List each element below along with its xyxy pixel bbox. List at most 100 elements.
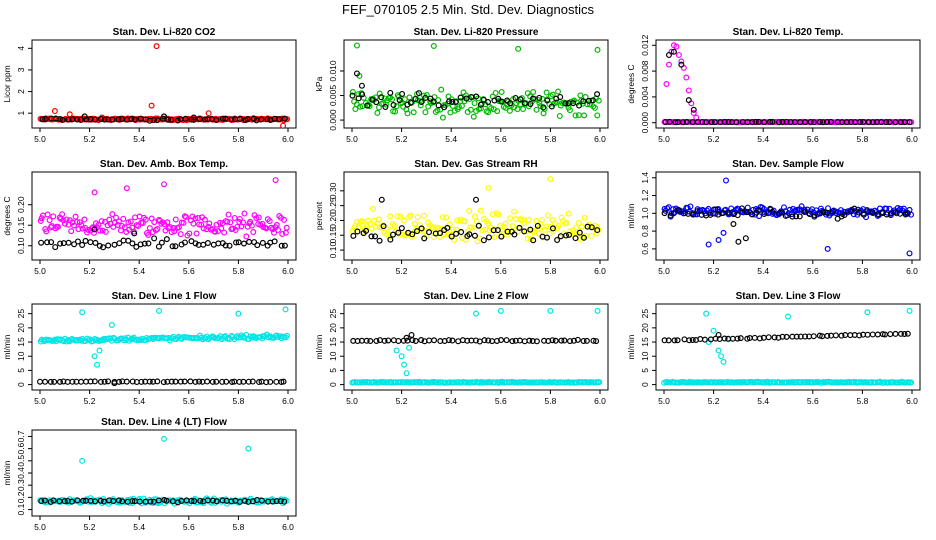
x-tick-label: 5.4	[757, 266, 769, 276]
data-point	[661, 210, 668, 217]
data-point	[722, 177, 729, 184]
data-point	[864, 309, 871, 316]
data-point	[228, 498, 235, 505]
y-tick-label: 0.8	[640, 225, 650, 237]
data-point	[71, 241, 78, 248]
series-1	[349, 42, 602, 121]
data-point	[375, 216, 382, 223]
panel-5: Stan. Dev. Gas Stream RH percent 5.0 5.2 5.4…	[314, 159, 609, 276]
data-point	[259, 220, 266, 227]
data-point	[396, 97, 403, 104]
data-point	[79, 309, 86, 316]
series-2	[39, 113, 288, 124]
data-point	[530, 88, 537, 95]
data-point	[221, 229, 228, 236]
x-tick-label: 6.0	[282, 266, 294, 276]
data-point	[95, 221, 102, 228]
data-point	[57, 240, 64, 247]
data-point	[466, 208, 473, 215]
data-point	[174, 335, 181, 342]
data-point	[226, 242, 233, 249]
markers	[349, 175, 602, 245]
data-point	[690, 211, 697, 218]
data-point	[222, 242, 229, 249]
markers	[37, 306, 290, 387]
panel-3: Stan. Dev. Li-820 Temp. degrees C 5.0 5.2 5.…	[626, 27, 921, 144]
data-point	[229, 225, 236, 232]
y-tick-label: 0	[16, 382, 26, 387]
data-point	[580, 98, 587, 105]
y-tick-label: 0	[640, 382, 650, 387]
data-point	[887, 331, 894, 338]
data-point	[497, 307, 504, 314]
data-point	[738, 205, 745, 212]
data-point	[91, 116, 98, 123]
x-tick-label: 5.2	[396, 396, 408, 406]
data-point	[197, 497, 204, 504]
data-point	[98, 218, 105, 225]
data-point	[398, 225, 405, 232]
series-1	[37, 435, 290, 507]
data-point	[97, 378, 104, 385]
data-point	[395, 229, 402, 236]
y-tick-label: 0.20	[16, 196, 26, 213]
y-axis-label: ml/min	[2, 460, 12, 485]
data-point	[168, 116, 175, 123]
data-point	[250, 229, 257, 236]
x-tick-label: 6.0	[282, 396, 294, 406]
data-point	[185, 115, 192, 122]
data-point	[51, 108, 58, 115]
markers	[37, 435, 290, 507]
data-point	[580, 234, 587, 241]
data-point	[686, 337, 693, 344]
y-tick-label: 25	[16, 309, 26, 319]
data-point	[74, 116, 81, 123]
data-point	[832, 332, 839, 339]
data-point	[544, 212, 551, 219]
data-point	[703, 310, 710, 317]
y-tick-label: 5	[328, 368, 338, 373]
x-tick-label: 5.8	[232, 134, 244, 144]
data-point	[492, 89, 499, 96]
data-point	[734, 212, 741, 219]
data-point	[153, 43, 160, 50]
data-point	[743, 209, 750, 216]
data-point	[410, 109, 417, 116]
y-axis-label: ml/min	[314, 334, 324, 359]
data-point	[273, 498, 280, 505]
y-tick-label: 10	[16, 351, 26, 361]
y-tick-label: 0.10	[16, 237, 26, 254]
data-point	[63, 216, 70, 223]
data-point	[213, 117, 220, 124]
data-point	[136, 498, 143, 505]
data-point	[553, 99, 560, 106]
data-point	[138, 378, 145, 385]
data-point	[355, 95, 362, 102]
data-point	[451, 107, 458, 114]
x-tick-label: 5.4	[445, 266, 457, 276]
y-tick-label: 15	[640, 337, 650, 347]
data-point	[473, 310, 480, 317]
data-point	[409, 231, 416, 238]
data-point	[77, 116, 84, 123]
data-point	[802, 333, 809, 340]
data-point	[594, 46, 601, 53]
data-point	[42, 378, 49, 385]
data-point	[694, 208, 701, 215]
x-tick-label: 5.2	[708, 266, 720, 276]
x-tick-label: 5.2	[84, 134, 96, 144]
data-point	[422, 109, 429, 116]
data-point	[526, 337, 533, 344]
data-point	[109, 116, 116, 123]
data-point	[391, 222, 398, 229]
x-tick-label: 5.8	[856, 396, 868, 406]
data-point	[793, 213, 800, 220]
x-tick-label: 5.0	[658, 266, 670, 276]
data-point	[258, 116, 265, 123]
data-point	[419, 228, 426, 235]
data-point	[91, 229, 98, 236]
data-point	[829, 208, 836, 215]
data-point	[521, 228, 528, 235]
data-point	[91, 353, 98, 360]
data-point	[115, 218, 122, 225]
